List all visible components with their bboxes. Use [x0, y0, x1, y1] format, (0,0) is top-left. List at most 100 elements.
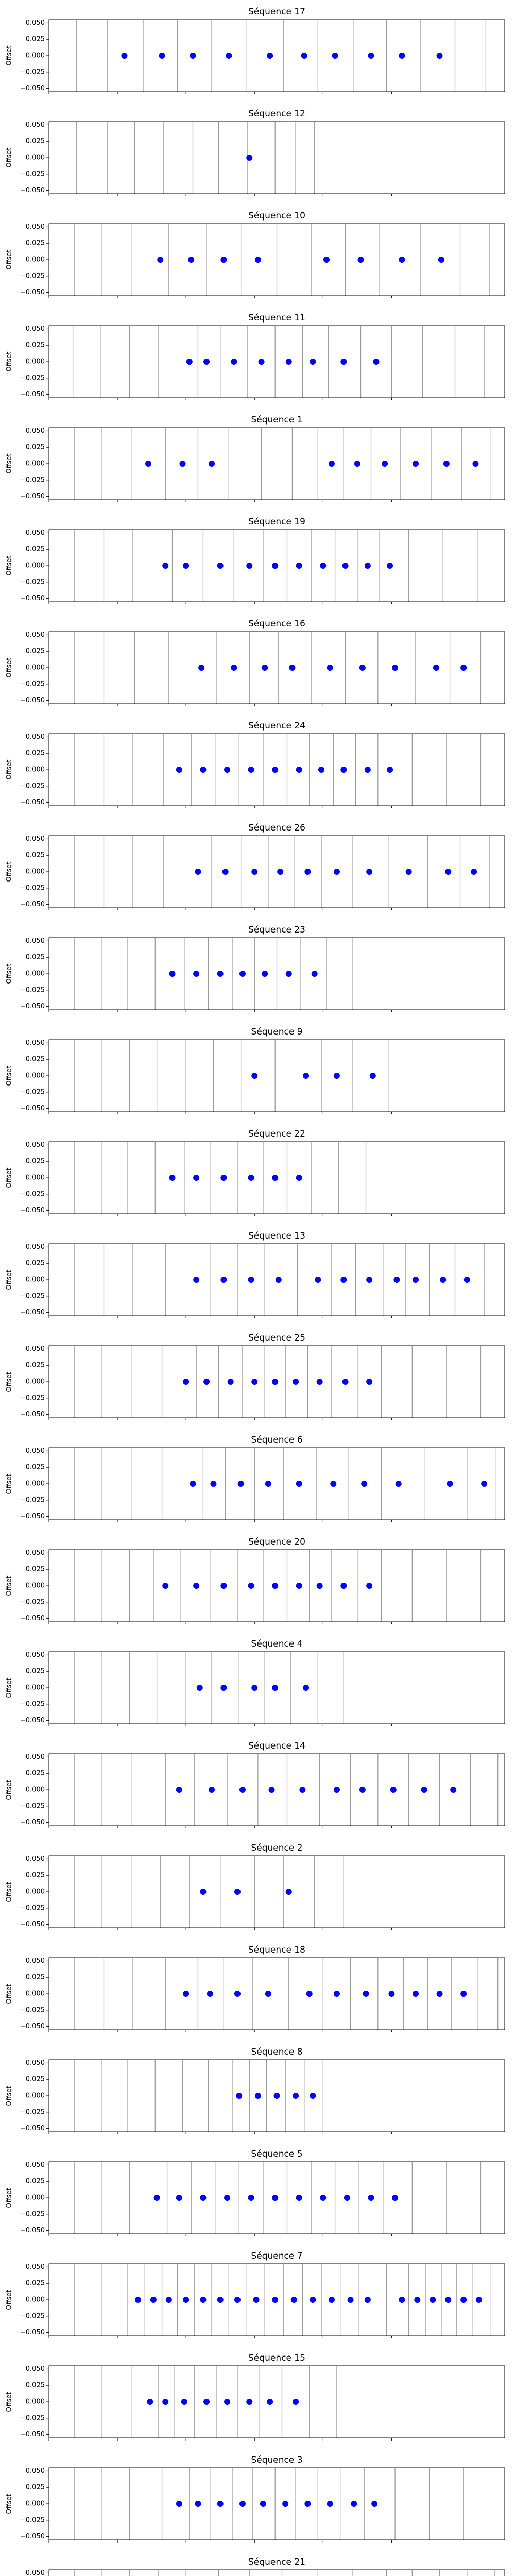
point: [176, 2195, 182, 2201]
y-tick-label: −0.025: [20, 1496, 45, 1504]
point: [200, 2195, 207, 2201]
chart-title: Séquence 13: [248, 1231, 305, 1241]
point: [306, 1991, 313, 1997]
point: [364, 767, 371, 773]
chart-title: Séquence 3: [251, 2455, 302, 2465]
y-tick-label: 0.000: [26, 1684, 45, 1692]
point: [387, 563, 393, 569]
y-tick-label: 0.050: [26, 1651, 45, 1659]
y-tick-label: 0.025: [26, 648, 45, 655]
axes-frame: [48, 325, 505, 398]
point: [433, 665, 439, 671]
y-tick-label: 0.000: [26, 2296, 45, 2304]
point: [382, 461, 388, 467]
point: [183, 1991, 190, 1997]
y-tick-label: 0.050: [26, 1039, 45, 1047]
chart-title: Séquence 10: [248, 211, 305, 221]
y-tick-label: 0.025: [26, 1158, 45, 1165]
point: [460, 2297, 467, 2303]
y-tick-label: −0.050: [20, 901, 45, 908]
point: [190, 53, 196, 59]
point: [440, 1277, 447, 1283]
y-tick-label: 0.050: [26, 1549, 45, 1557]
point: [193, 1583, 200, 1589]
chart-title: Séquence 16: [248, 619, 305, 629]
y-tick-label: 0.050: [26, 733, 45, 741]
axes-frame: [48, 121, 505, 194]
point: [414, 2297, 421, 2303]
y-tick-label: 0.025: [26, 2280, 45, 2287]
y-tick-label: −0.050: [20, 1717, 45, 1724]
y-tick-label: −0.025: [20, 1190, 45, 1198]
point: [392, 665, 399, 671]
point: [366, 869, 373, 875]
y-tick-label: −0.050: [20, 1105, 45, 1112]
y-tick-label: 0.050: [26, 1855, 45, 1863]
y-axis-label: Offset: [6, 1882, 13, 1902]
y-axis-label: Offset: [6, 759, 13, 779]
axes-frame: [48, 835, 505, 908]
point: [293, 2093, 299, 2099]
y-axis-label: Offset: [6, 2188, 13, 2208]
chart-title: Séquence 11: [248, 313, 305, 323]
point: [248, 767, 254, 773]
point: [179, 461, 186, 467]
y-axis-label: Offset: [6, 1473, 13, 1494]
y-tick-label: −0.025: [20, 1394, 45, 1402]
y-tick-label: 0.000: [26, 1582, 45, 1590]
point: [145, 461, 151, 467]
y-tick-label: 0.000: [26, 562, 45, 570]
chart-title: Séquence 20: [248, 1537, 305, 1547]
point: [412, 461, 419, 467]
y-tick-label: 0.000: [26, 154, 45, 162]
point: [296, 767, 302, 773]
point: [150, 2297, 157, 2303]
y-tick-label: 0.050: [26, 2161, 45, 2169]
y-tick-label: 0.050: [26, 1753, 45, 1761]
point: [157, 257, 164, 263]
y-tick-label: 0.000: [26, 2500, 45, 2508]
point: [357, 257, 364, 263]
point: [272, 2195, 279, 2201]
point: [217, 563, 224, 569]
y-tick-label: 0.025: [26, 2076, 45, 2083]
point: [203, 2399, 210, 2405]
point: [340, 767, 347, 773]
y-tick-label: 0.025: [26, 2382, 45, 2389]
chart-title: Séquence 7: [251, 2251, 302, 2261]
point: [371, 2501, 378, 2507]
y-tick-label: −0.025: [20, 2414, 45, 2422]
y-tick-label: 0.000: [26, 1072, 45, 1080]
chart-title: Séquence 4: [251, 1639, 302, 1649]
point: [296, 1583, 302, 1589]
point: [330, 1481, 337, 1487]
y-axis-label: Offset: [6, 2392, 13, 2412]
point: [405, 869, 412, 875]
chart-title: Séquence 24: [248, 721, 305, 731]
axes-frame: [48, 2569, 505, 2576]
point: [248, 1277, 254, 1283]
y-axis-label: Offset: [6, 249, 13, 269]
point: [190, 1481, 196, 1487]
y-tick-label: −0.025: [20, 1088, 45, 1096]
point: [303, 1073, 310, 1079]
point: [258, 359, 265, 365]
y-tick-label: −0.025: [20, 2210, 45, 2218]
point: [436, 53, 443, 59]
point: [399, 53, 405, 59]
chart-title: Séquence 21: [248, 2557, 305, 2567]
point: [196, 1685, 203, 1691]
point: [254, 257, 261, 263]
point: [254, 2093, 261, 2099]
point: [220, 1277, 227, 1283]
point: [248, 1583, 254, 1589]
y-tick-label: −0.050: [20, 187, 45, 194]
y-tick-label: 0.050: [26, 223, 45, 231]
point: [387, 767, 393, 773]
point: [169, 1175, 176, 1181]
point: [268, 1787, 275, 1793]
point: [328, 461, 335, 467]
point: [248, 2195, 254, 2201]
y-tick-label: 0.025: [26, 1362, 45, 1369]
y-tick-label: 0.050: [26, 1243, 45, 1251]
